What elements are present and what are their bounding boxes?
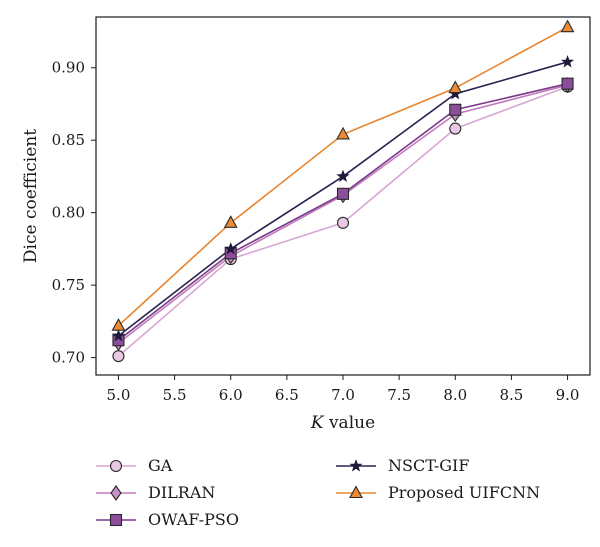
data-point-proposed-uifcnn: [560, 19, 575, 33]
x-tick-label: 7.0: [331, 386, 355, 404]
data-point-proposed-uifcnn: [223, 215, 238, 228]
data-point-nsct-gif: [111, 329, 125, 342]
x-axis-title: K value: [310, 413, 375, 433]
data-point-owaf-pso: [336, 187, 350, 200]
x-tick-label: 9.0: [556, 386, 580, 404]
y-tick-label: 0.70: [52, 349, 85, 367]
legend-item-dilran: DILRAN: [96, 483, 215, 502]
data-point-ga: [336, 216, 350, 229]
data-point-nsct-gif: [224, 242, 238, 255]
x-axis-title-text: value: [324, 413, 376, 433]
y-tick-label: 0.85: [52, 131, 85, 149]
legend-marker-proposed-uifcnn: [349, 485, 363, 499]
data-point-proposed-uifcnn: [336, 126, 350, 140]
y-tick-label: 0.90: [52, 59, 85, 77]
legend-label-proposed-uifcnn: Proposed UIFCNN: [388, 483, 540, 502]
legend-label-dilran: DILRAN: [148, 483, 215, 502]
x-axis-title-variable: K: [310, 413, 325, 433]
legend-marker-nsct-gif: [349, 459, 363, 472]
data-point-proposed-uifcnn: [448, 80, 463, 94]
y-tick-label: 0.80: [52, 204, 85, 222]
x-tick-label: 7.5: [387, 386, 411, 404]
series-line-owaf-pso: [117, 82, 568, 341]
legend-marker-dilran: [110, 485, 122, 501]
legend-label-ga: GA: [148, 456, 173, 475]
x-tick-label: 8.5: [499, 386, 523, 404]
legend-item-owaf-pso: OWAF-PSO: [96, 510, 239, 529]
x-tick-label: 6.5: [275, 386, 299, 404]
legend-label-owaf-pso: OWAF-PSO: [148, 510, 239, 529]
legend-marker-owaf-pso: [109, 513, 123, 527]
legend-item-nsct-gif: NSCT-GIF: [336, 456, 469, 475]
data-point-ga: [112, 350, 125, 363]
x-tick-label: 5.5: [163, 386, 187, 404]
y-axis-title: Dice coefficient: [21, 129, 41, 263]
data-point-proposed-uifcnn: [111, 318, 126, 331]
series-line-dilran: [117, 84, 568, 344]
legend-label-nsct-gif: NSCT-GIF: [388, 456, 469, 475]
x-tick-label: 6.0: [219, 386, 243, 404]
data-point-nsct-gif: [336, 169, 350, 182]
legend-item-proposed-uifcnn: Proposed UIFCNN: [336, 483, 540, 502]
y-tick-label: 0.75: [52, 276, 85, 294]
data-point-ga: [449, 122, 462, 135]
data-point-owaf-pso: [449, 103, 462, 116]
legend-item-ga: GA: [96, 456, 173, 475]
x-tick-label: 5.0: [107, 386, 131, 404]
x-tick-label: 8.0: [443, 386, 467, 404]
data-point-nsct-gif: [561, 55, 575, 68]
data-point-owaf-pso: [561, 77, 574, 90]
legend-marker-ga: [109, 459, 123, 473]
